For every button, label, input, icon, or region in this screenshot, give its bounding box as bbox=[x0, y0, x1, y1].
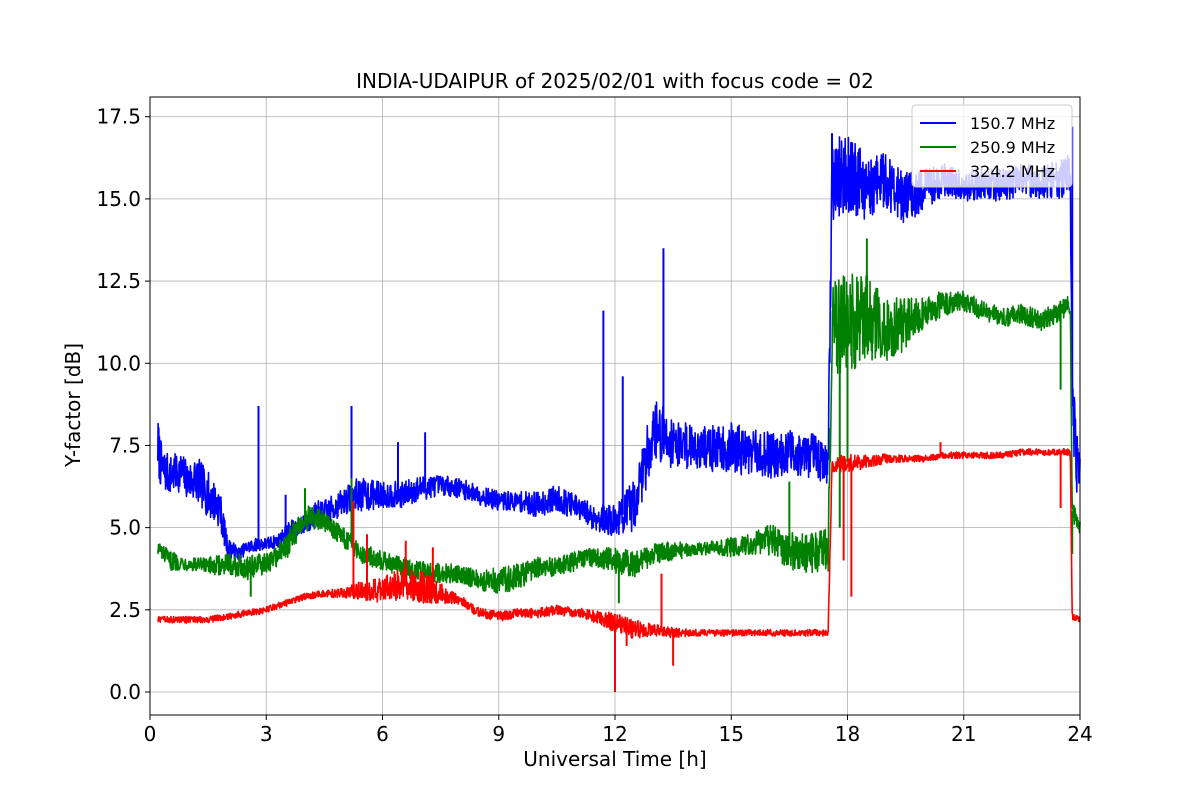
x-tick-label: 24 bbox=[1067, 722, 1092, 746]
x-tick-label: 0 bbox=[144, 722, 157, 746]
series-3 bbox=[157, 442, 1081, 692]
x-tick-label: 18 bbox=[835, 722, 860, 746]
series-line bbox=[157, 448, 1081, 639]
x-tick-label: 9 bbox=[492, 722, 505, 746]
y-tick-label: 7.5 bbox=[109, 433, 141, 457]
x-axis-label: Universal Time [h] bbox=[523, 747, 706, 771]
y-axis-label: Y-factor [dB] bbox=[61, 343, 85, 468]
x-tick-label: 15 bbox=[719, 722, 744, 746]
plot-series bbox=[157, 126, 1081, 692]
y-tick-label: 10.0 bbox=[96, 351, 141, 375]
series-line bbox=[157, 273, 1081, 594]
y-tick-label: 17.5 bbox=[96, 105, 141, 129]
y-tick-label: 12.5 bbox=[96, 269, 141, 293]
x-tick-label: 6 bbox=[376, 722, 389, 746]
legend-entry: 250.9 MHz bbox=[970, 138, 1055, 157]
legend: 150.7 MHz 250.9 MHz 324.2 MHz bbox=[911, 104, 1073, 188]
x-tick-label: 3 bbox=[260, 722, 273, 746]
x-tick-label: 21 bbox=[951, 722, 976, 746]
chart-title: INDIA-UDAIPUR of 2025/02/01 with focus c… bbox=[356, 69, 874, 93]
axis-ticks: 0 3 6 9 12 15 18 21 24 0.0 2.5 5.0 7.5 10.0 12.5 15.0 17… bbox=[96, 105, 1092, 746]
legend-entry: 150.7 MHz bbox=[970, 114, 1055, 133]
x-tick-label: 12 bbox=[602, 722, 627, 746]
series-2 bbox=[157, 238, 1081, 604]
y-tick-label: 2.5 bbox=[109, 598, 141, 622]
y-tick-label: 15.0 bbox=[96, 187, 141, 211]
legend-entry: 324.2 MHz bbox=[970, 162, 1055, 181]
y-tick-label: 0.0 bbox=[109, 680, 141, 704]
y-tick-label: 5.0 bbox=[109, 516, 141, 540]
legend-box bbox=[911, 104, 1073, 188]
